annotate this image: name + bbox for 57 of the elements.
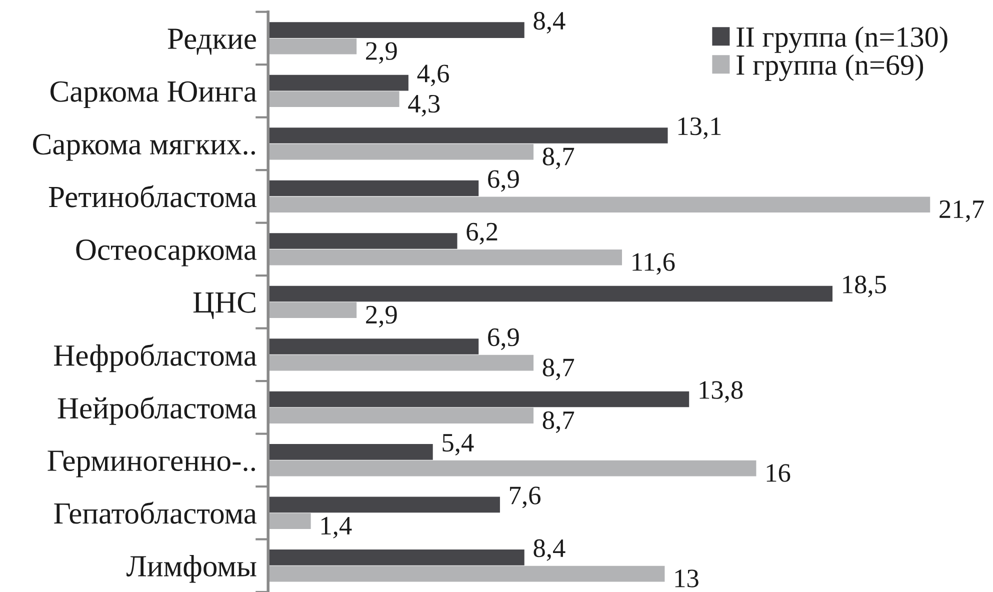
data-label: 2,9 — [366, 306, 397, 328]
bar — [268, 460, 756, 476]
bar — [268, 128, 668, 144]
bar — [268, 496, 500, 513]
bar — [268, 408, 534, 424]
legend-label: I группа (n=69) — [736, 54, 924, 81]
y-tick-label: Остеосаркома — [76, 240, 257, 266]
data-label: 16 — [766, 464, 790, 482]
bar — [268, 444, 433, 460]
data-label: 8,7 — [542, 148, 574, 170]
bar — [268, 566, 665, 582]
y-tick-label: Саркома Юинга — [50, 81, 257, 108]
data-label: 8,4 — [534, 539, 566, 561]
y-tick-label: Саркома мягких.. — [33, 134, 255, 161]
data-label: 7,6 — [510, 486, 540, 508]
bar — [268, 91, 400, 108]
data-label: 13,8 — [700, 381, 743, 403]
data-label: 4,3 — [408, 94, 440, 116]
bar — [268, 233, 458, 249]
y-tick-label: Герминогенно-.. — [48, 450, 255, 478]
data-label: 13,1 — [678, 117, 721, 139]
data-label: 6,2 — [466, 222, 498, 244]
bar — [268, 354, 534, 371]
data-label: 2,9 — [366, 42, 397, 64]
y-tick-label: Ретинобластома — [48, 185, 257, 208]
data-label: 8,7 — [542, 411, 574, 433]
bar — [268, 550, 524, 566]
data-label: 4,6 — [417, 64, 449, 86]
bar — [268, 286, 832, 302]
data-label: 6,9 — [488, 170, 519, 192]
data-label: 13 — [675, 570, 698, 588]
bar — [268, 180, 479, 196]
bar — [268, 22, 524, 38]
data-label: 11,6 — [632, 253, 675, 275]
bar — [268, 338, 479, 354]
y-tick-label: Нефробластома — [54, 344, 257, 372]
bar — [268, 196, 930, 213]
bar — [268, 302, 357, 318]
data-label: 18,5 — [843, 276, 886, 298]
bar — [268, 249, 622, 266]
bar — [268, 144, 534, 160]
bar — [268, 74, 408, 91]
data-label: 8,7 — [542, 358, 574, 380]
data-label: 21,7 — [940, 200, 984, 222]
data-label: 8,4 — [534, 12, 566, 34]
data-label: 1,4 — [321, 516, 352, 538]
data-label: 5,4 — [442, 434, 474, 456]
bar — [268, 38, 357, 54]
y-tick-label: Гепатобластома — [54, 502, 257, 524]
bar — [268, 391, 690, 408]
y-tick-label: Нейробластома — [58, 396, 257, 425]
y-tick-label: Редкие — [168, 28, 256, 55]
bar — [268, 513, 311, 529]
data-label: 6,9 — [488, 328, 519, 350]
legend-label: II группа (n=130) — [736, 26, 948, 53]
y-tick-label: Лимфомы — [126, 555, 256, 583]
y-tick-label: ЦНС — [193, 292, 256, 320]
